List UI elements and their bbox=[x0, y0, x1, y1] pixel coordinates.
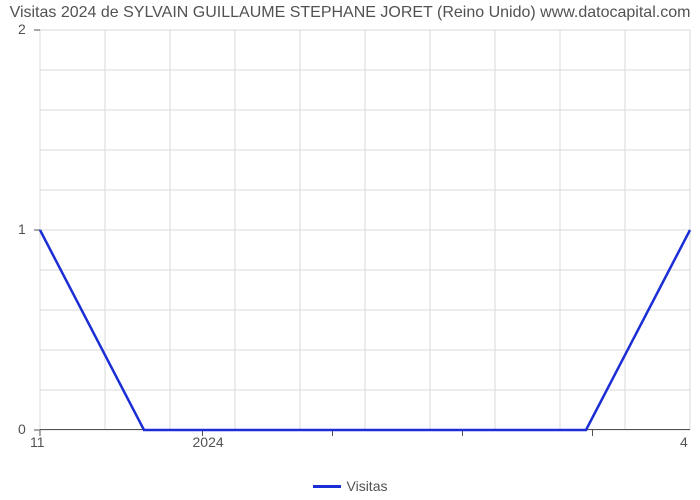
x-year-label: 2024 bbox=[193, 434, 224, 450]
x-left-label: 11 bbox=[30, 434, 45, 450]
legend-label: Visitas bbox=[347, 478, 388, 494]
legend-swatch bbox=[313, 485, 341, 488]
chart-plot bbox=[40, 30, 690, 430]
legend: Visitas bbox=[0, 478, 700, 494]
chart-container: Visitas 2024 de SYLVAIN GUILLAUME STEPHA… bbox=[0, 0, 700, 500]
y-tick-label: 1 bbox=[18, 221, 26, 237]
x-right-label: 4 bbox=[680, 434, 688, 450]
chart-title: Visitas 2024 de SYLVAIN GUILLAUME STEPHA… bbox=[0, 4, 700, 22]
y-tick-label: 2 bbox=[18, 21, 26, 37]
y-tick-label: 0 bbox=[18, 421, 26, 437]
